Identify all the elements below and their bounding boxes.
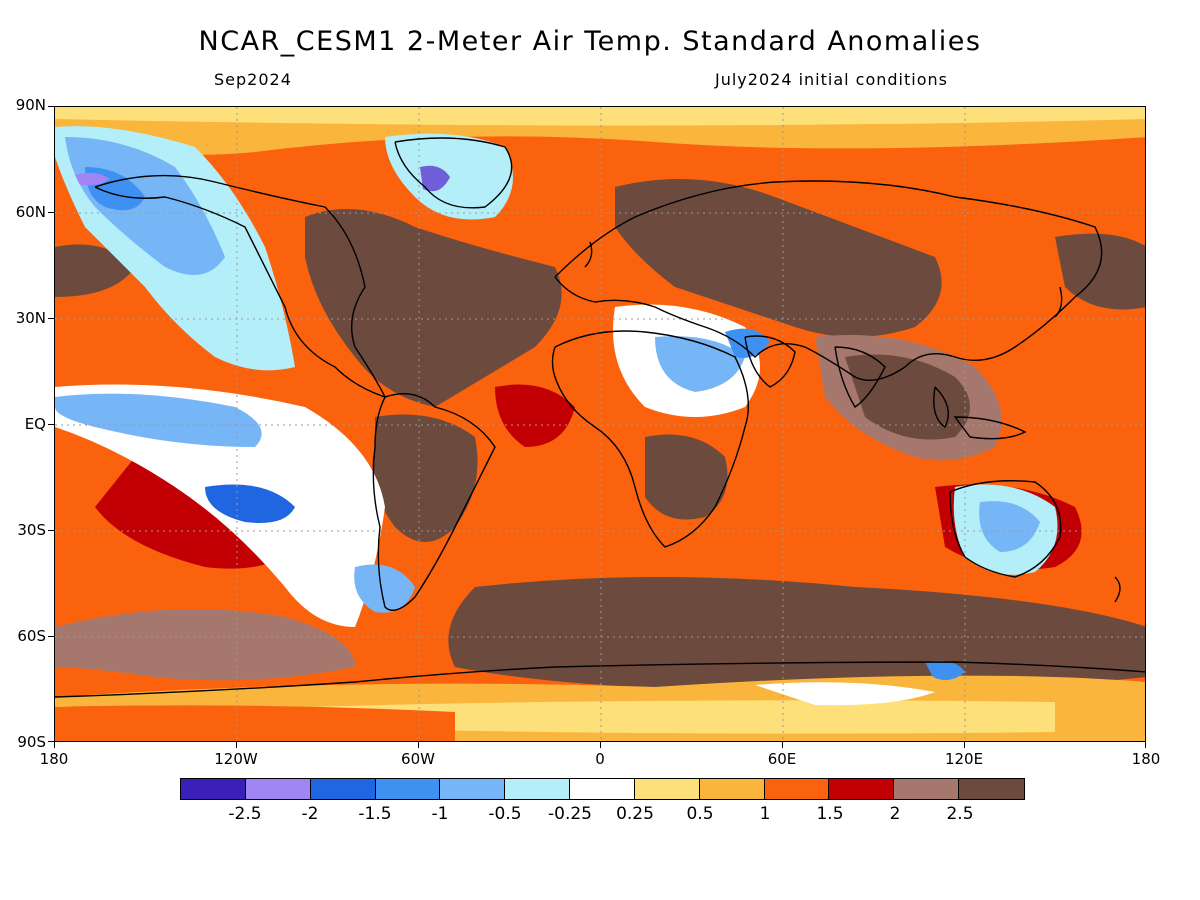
colorbar-tick-label: 2 xyxy=(889,804,901,824)
lon-tick xyxy=(236,742,237,748)
lon-label-180e: 180 xyxy=(1131,750,1161,768)
colorbar-tick-label: 0.5 xyxy=(686,804,714,824)
lat-label-60n: 60N xyxy=(15,203,46,221)
lat-tick xyxy=(48,318,54,319)
lat-tick xyxy=(48,530,54,531)
colorbar-swatch xyxy=(894,779,960,799)
lon-label-60w: 60W xyxy=(401,750,435,768)
colorbar-swatch xyxy=(181,779,246,799)
colorbar-tick-label: -2.5 xyxy=(228,804,262,824)
lat-tick xyxy=(48,106,54,107)
lat-label-30n: 30N xyxy=(15,309,46,327)
colorbar-swatch xyxy=(764,779,830,799)
colorbar-tick-label: -2 xyxy=(301,804,319,824)
colorbar-swatch xyxy=(829,779,895,799)
lon-label-0: 0 xyxy=(595,750,605,768)
map-title: NCAR_CESM1 2-Meter Air Temp. Standard An… xyxy=(198,26,982,57)
colorbar-tick-label: -1.5 xyxy=(358,804,392,824)
anomaly-map xyxy=(54,106,1146,742)
graticule xyxy=(55,107,1145,741)
colorbar-swatch xyxy=(245,779,311,799)
colorbar-swatch xyxy=(634,779,700,799)
lon-tick xyxy=(1145,742,1146,748)
colorbar-swatch xyxy=(699,779,765,799)
lat-tick xyxy=(48,424,54,425)
colorbar-swatch xyxy=(570,779,635,799)
lat-label-60s: 60S xyxy=(17,627,46,645)
colorbar-swatch xyxy=(310,779,376,799)
lat-tick xyxy=(48,212,54,213)
colorbar-tick-label: -0.5 xyxy=(488,804,522,824)
lon-tick xyxy=(964,742,965,748)
colorbar-swatch xyxy=(375,779,441,799)
lat-label-30s: 30S xyxy=(17,521,46,539)
lon-tick xyxy=(782,742,783,748)
lon-label-60e: 60E xyxy=(767,750,797,768)
colorbar-swatch xyxy=(959,779,1024,799)
lon-label-180w: 180 xyxy=(39,750,69,768)
lat-label-90n: 90N xyxy=(15,96,46,114)
lon-label-120w: 120W xyxy=(214,750,258,768)
colorbar-swatch xyxy=(505,779,571,799)
colorbar-tick-label: 0.25 xyxy=(616,804,654,824)
lat-label-eq: EQ xyxy=(24,415,46,433)
lat-tick xyxy=(48,636,54,637)
lon-tick xyxy=(54,742,55,748)
init-conditions-label: July2024 initial conditions xyxy=(715,70,948,89)
lon-tick xyxy=(418,742,419,748)
colorbar-swatch xyxy=(440,779,506,799)
colorbar-tick-label: 1.5 xyxy=(816,804,844,824)
lat-tick xyxy=(48,741,54,742)
colorbar-tick-label: -0.25 xyxy=(548,804,592,824)
coastlines xyxy=(55,137,1145,698)
colorbar xyxy=(180,778,1025,800)
lon-tick xyxy=(600,742,601,748)
anomaly-map-svg xyxy=(55,107,1145,741)
lat-label-90s: 90S xyxy=(17,733,46,751)
colorbar-tick-label: 1 xyxy=(759,804,771,824)
lon-label-120e: 120E xyxy=(944,750,984,768)
colorbar-tick-label: 2.5 xyxy=(946,804,974,824)
colorbar-tick-label: -1 xyxy=(431,804,449,824)
valid-month-label: Sep2024 xyxy=(214,70,292,89)
